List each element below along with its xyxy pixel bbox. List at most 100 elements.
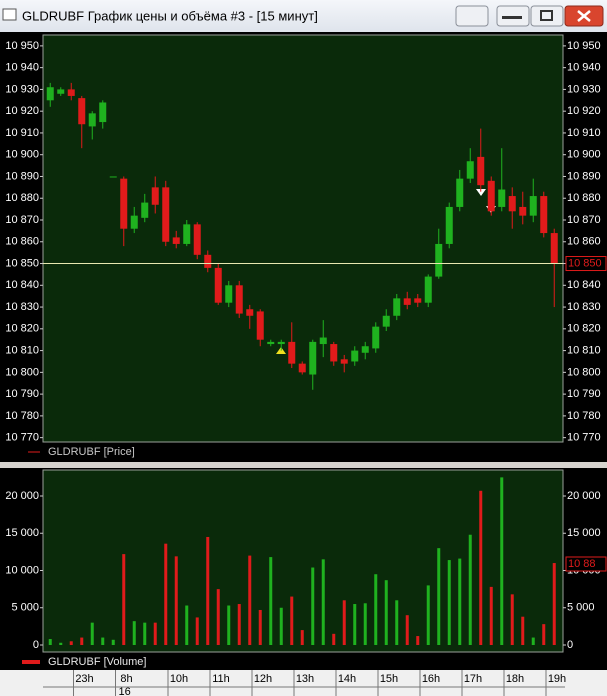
candle-body xyxy=(193,224,201,255)
x-tick-label: 10h xyxy=(170,673,188,685)
volume-bar xyxy=(237,604,241,645)
y-tick-label: 10 770 xyxy=(567,432,601,444)
y-tick-label: 10 900 xyxy=(5,149,39,161)
x-tick-label: 16h xyxy=(422,673,440,685)
volume-bar xyxy=(342,600,346,645)
y-tick-label: 10 840 xyxy=(567,279,601,291)
candle-body xyxy=(225,285,233,303)
volume-bar xyxy=(80,637,84,645)
volume-bar xyxy=(479,490,483,645)
volume-bar xyxy=(416,636,420,645)
sell-signal xyxy=(476,189,486,196)
volume-bar xyxy=(132,621,136,645)
volume-bar xyxy=(531,637,535,645)
candle-body xyxy=(204,254,212,268)
candle-body xyxy=(487,180,495,212)
y-tick-label: 10 790 xyxy=(5,388,39,400)
candle-body xyxy=(361,346,369,353)
candle-body xyxy=(372,326,380,349)
volume-bar xyxy=(143,622,147,645)
y-tick-label: 20 000 xyxy=(567,490,601,502)
y-tick-label: 10 000 xyxy=(5,564,39,576)
volume-bar xyxy=(174,556,178,645)
y-tick-label: 20 000 xyxy=(5,490,39,502)
candle-body xyxy=(120,178,128,229)
y-tick-label: 10 870 xyxy=(5,214,39,226)
restore-button[interactable] xyxy=(455,5,489,27)
candle-body xyxy=(540,196,548,234)
candle-body xyxy=(330,344,338,362)
y-tick-label: 10 780 xyxy=(5,410,39,422)
volume-bar xyxy=(248,555,252,645)
candle-body xyxy=(403,298,411,305)
y-tick-label: 10 940 xyxy=(567,62,601,74)
volume-bar xyxy=(405,615,409,645)
volume-bar xyxy=(290,596,294,645)
volume-bar xyxy=(395,600,399,645)
y-tick-label: 10 940 xyxy=(5,62,39,74)
candle-body xyxy=(340,359,348,364)
minimize-icon xyxy=(502,16,522,19)
candle-body xyxy=(424,276,432,303)
y-tick-label: 10 840 xyxy=(5,279,39,291)
y-tick-label: 10 900 xyxy=(567,149,601,161)
volume-bar xyxy=(437,548,441,645)
candle-body xyxy=(393,298,401,316)
candle-body xyxy=(309,341,317,375)
volume-bar xyxy=(111,639,115,645)
candle-body xyxy=(288,341,296,364)
candle-body xyxy=(435,243,443,277)
volume-bar xyxy=(195,617,199,645)
volume-bar xyxy=(510,594,514,645)
candle-body xyxy=(162,187,170,242)
volume-bar xyxy=(384,580,388,645)
x-tick-label: 12h xyxy=(254,673,272,685)
candle-body xyxy=(246,309,254,316)
volume-bar xyxy=(500,477,504,645)
candle-body xyxy=(382,315,390,327)
time-axis xyxy=(0,670,607,696)
candle-body xyxy=(445,206,453,244)
candle-body xyxy=(466,161,474,179)
volume-plot-area xyxy=(42,469,564,653)
x-tick-label: 18h xyxy=(506,673,524,685)
candle-body xyxy=(57,89,65,94)
candle-body xyxy=(519,206,527,216)
price-legend: GLDRUBF [Price] xyxy=(48,446,135,458)
last-price-box xyxy=(565,256,607,272)
candle-body xyxy=(319,337,327,345)
date-label: 16 xyxy=(119,686,131,696)
x-tick-label: 23h xyxy=(75,673,93,685)
maximize-button[interactable] xyxy=(530,5,564,27)
candle-body xyxy=(235,285,243,314)
y-tick-label: 10 830 xyxy=(5,301,39,313)
window-title: GLDRUBF График цены и объёма #3 - [15 ми… xyxy=(22,8,318,23)
candle-body xyxy=(46,87,54,101)
candle-body xyxy=(256,311,264,340)
volume-bar xyxy=(321,559,325,645)
y-tick-label: 10 830 xyxy=(567,301,601,313)
y-tick-label: 10 810 xyxy=(5,344,39,356)
candle-body xyxy=(277,341,285,345)
y-tick-label: 10 770 xyxy=(5,432,39,444)
volume-bar xyxy=(521,616,525,645)
y-tick-label: 10 800 xyxy=(567,366,601,378)
volume-bar xyxy=(258,609,262,645)
annotation-box xyxy=(565,556,607,572)
y-tick-label: 10 890 xyxy=(5,170,39,182)
y-tick-label: 5 000 xyxy=(11,602,39,614)
volume-bar xyxy=(227,605,231,645)
volume-bar xyxy=(300,630,304,645)
y-tick-label: 10 920 xyxy=(567,105,601,117)
y-tick-label: 10 820 xyxy=(567,323,601,335)
app-icon xyxy=(2,8,17,21)
x-tick-label: 17h xyxy=(464,673,482,685)
y-tick-label: 10 820 xyxy=(5,323,39,335)
volume-bar xyxy=(69,641,73,645)
candle-body xyxy=(183,224,191,244)
x-tick-label: 13h xyxy=(296,673,314,685)
candle-body xyxy=(529,196,537,216)
volume-bar xyxy=(426,585,430,645)
y-tick-label: 15 000 xyxy=(567,527,601,539)
